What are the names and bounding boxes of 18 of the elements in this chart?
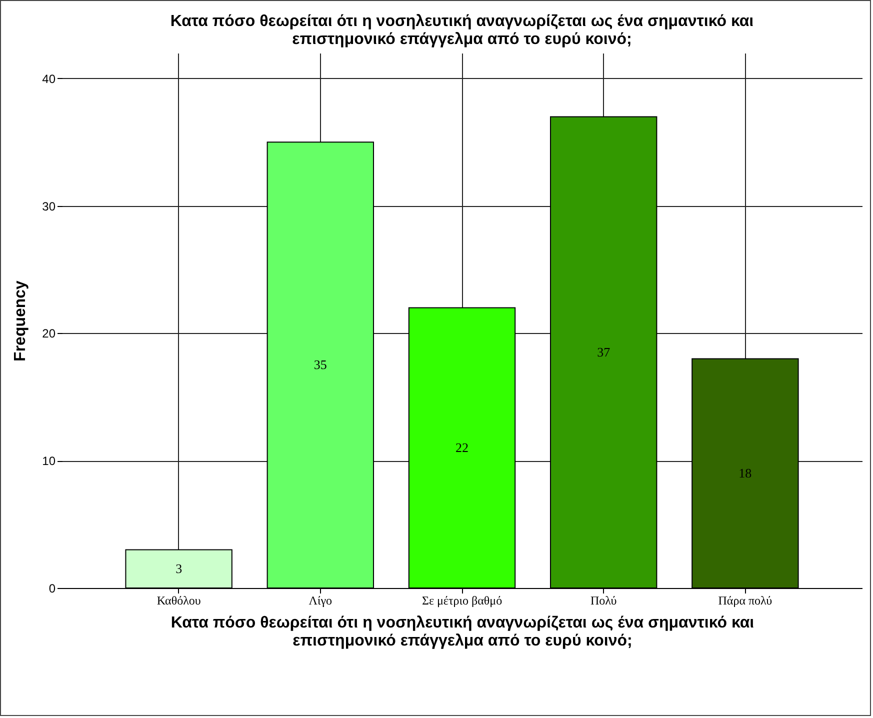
y-tick-label: 20: [42, 326, 56, 341]
x-tick-label: Καθόλου: [156, 594, 201, 608]
data-label: 35: [314, 357, 327, 372]
y-tick-label: 30: [42, 199, 56, 214]
y-axis-title: Frequency: [12, 280, 30, 362]
x-tick-label: Πάρα πολύ: [718, 594, 772, 608]
data-label: 22: [456, 440, 468, 455]
x-axis-title: Κατα πόσο θεωρείται ότι η νοσηλευτική αναγνωρίζεται ως ένα σημαντικό και επιστημονικό επάγγελμα από το ευρύ κοινό;: [170, 614, 754, 650]
x-tick-label: Πολύ: [590, 594, 617, 608]
x-tick-label: Σε μέτριο βαθμό: [422, 594, 502, 608]
x-tick-label: Λίγο: [308, 594, 332, 608]
y-tick-label: 0: [48, 582, 56, 596]
data-label: 18: [738, 465, 752, 480]
y-tick-label: 10: [42, 454, 56, 468]
y-tick-label: 40: [42, 72, 56, 86]
chart-title: Κατα πόσο θεωρείται ότι η νοσηλευτική αναγνωρίζεται ως ένα σημαντικό και επιστημονικό επάγγελμα από το ευρύ κοινό;: [170, 13, 754, 48]
data-label: 37: [597, 344, 611, 360]
data-label: 3: [176, 560, 182, 576]
